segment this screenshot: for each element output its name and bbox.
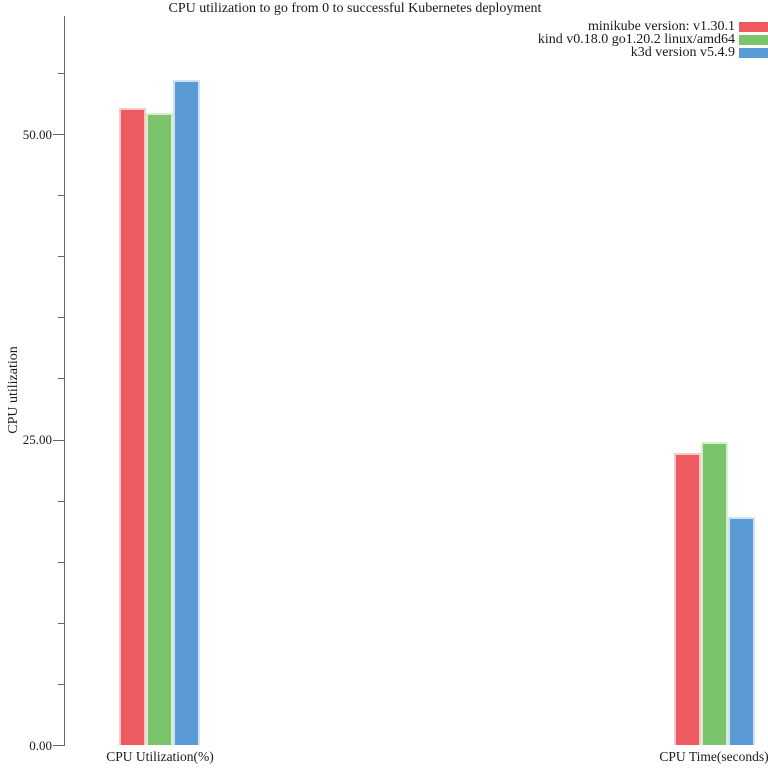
y-major-tick	[53, 439, 64, 441]
y-minor-tick	[58, 256, 64, 258]
bar-cpu-time-seconds--series-2	[728, 516, 755, 746]
legend-swatch	[739, 21, 768, 32]
y-minor-tick	[58, 195, 64, 197]
x-axis-label-cpu-utilization: CPU Utilization(%)	[106, 749, 214, 764]
legend-label: minikube version: v1.30.1	[588, 19, 735, 34]
y-minor-tick	[58, 622, 64, 624]
legend-swatch	[739, 34, 768, 45]
bar-cpu-utilization--series-0	[119, 107, 146, 746]
y-major-tick	[53, 745, 64, 746]
bar-cpu-utilization--series-1	[146, 112, 173, 746]
legend-label: kind v0.18.0 go1.20.2 linux/amd64	[537, 32, 735, 47]
y-minor-tick	[58, 317, 64, 319]
y-axis-line	[64, 16, 65, 746]
legend-item-2: k3d version v5.4.9	[538, 45, 768, 60]
legend: minikube version: v1.30.1 kind v0.18.0 go…	[537, 19, 768, 60]
y-tick-label: 25.00	[22, 432, 52, 447]
y-minor-tick	[58, 500, 64, 502]
legend-label: k3d version v5.4.9	[630, 45, 735, 60]
legend-item-0: minikube version: v1.30.1	[538, 19, 768, 34]
bar-cpu-utilization--series-2	[173, 79, 200, 746]
y-minor-tick	[58, 72, 64, 74]
legend-item-1: kind v0.18.0 go1.20.2 linux/amd64	[537, 32, 768, 47]
bar-cpu-time-seconds--series-0	[674, 453, 701, 746]
y-tick-label: 50.00	[22, 126, 52, 142]
y-minor-tick	[58, 378, 64, 380]
y-tick-label: 0.00	[29, 737, 52, 753]
y-major-tick	[53, 134, 64, 135]
chart-title: CPU utilization to go from 0 to successf…	[168, 1, 542, 16]
y-minor-tick	[58, 561, 64, 563]
y-minor-tick	[58, 683, 64, 685]
x-axis-label-cpu-time: CPU Time(seconds)	[659, 749, 768, 764]
legend-swatch	[739, 47, 768, 58]
bar-cpu-time-seconds--series-1	[701, 442, 728, 746]
y-axis-label: CPU utilization	[6, 346, 21, 434]
